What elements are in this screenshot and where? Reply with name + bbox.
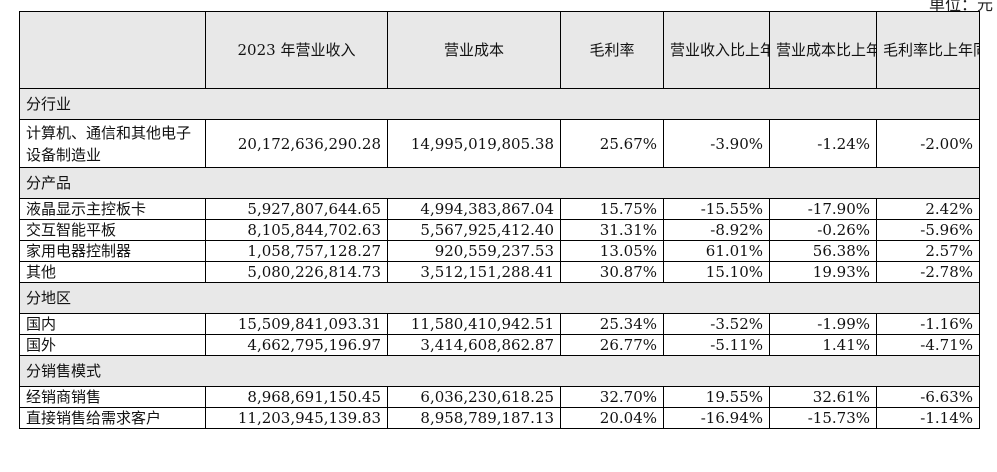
table-row: 经销商销售 8,968,691,150.45 6,036,230,618.25 32.…: [19, 386, 980, 408]
margin-change-cell: -4.71%: [876, 334, 980, 356]
revenue-cell: 5,080,226,814.73: [205, 261, 388, 283]
margin-change-cell: -2.00%: [876, 119, 980, 168]
table-row: 其他 5,080,226,814.73 3,512,151,288.41 30.87%…: [19, 261, 980, 283]
header-cell-revenue-change: 营业收入比上年同期增减: [663, 11, 770, 89]
margin-cell: 13.05%: [560, 240, 664, 262]
cost-cell: 8,958,789,187.13: [387, 407, 561, 429]
revenue-cell: 8,968,691,150.45: [205, 386, 388, 408]
header-cell-revenue: 2023 年营业收入: [205, 11, 388, 89]
margin-change-cell: -1.16%: [876, 313, 980, 335]
table-row: 计算机、通信和其他电子设备制造业 20,172,636,290.28 14,995,…: [19, 119, 980, 168]
header-cell-cost: 营业成本: [387, 11, 561, 89]
cost-cell: 3,512,151,288.41: [387, 261, 561, 283]
revenue-cell: 15,509,841,093.31: [205, 313, 388, 335]
row-label: 国内: [19, 313, 206, 335]
cost-change-cell: -17.90%: [769, 198, 877, 220]
cost-cell: 6,036,230,618.25: [387, 386, 561, 408]
table-row: 直接销售给需求客户 11,203,945,139.83 8,958,789,187.…: [19, 407, 980, 429]
margin-cell: 15.75%: [560, 198, 664, 220]
section-title: 分产品: [19, 167, 980, 199]
section-title: 分销售模式: [19, 355, 980, 387]
revenue-change-cell: 15.10%: [663, 261, 770, 283]
table-row: 交互智能平板 8,105,844,702.63 5,567,925,412.40 31…: [19, 219, 980, 241]
revenue-cell: 4,662,795,196.97: [205, 334, 388, 356]
section-row: 分地区: [19, 282, 980, 314]
revenue-cell: 1,058,757,128.27: [205, 240, 388, 262]
table-row: 国外 4,662,795,196.97 3,414,608,862.87 26.77%…: [19, 334, 980, 356]
table-row: 国内 15,509,841,093.31 11,580,410,942.51 25.3…: [19, 313, 980, 335]
section-title: 分行业: [19, 88, 980, 120]
unit-label: 单位：元: [928, 0, 993, 14]
cost-change-cell: -15.73%: [769, 407, 877, 429]
margin-change-cell: -1.14%: [876, 407, 980, 429]
row-label: 计算机、通信和其他电子设备制造业: [19, 119, 206, 168]
revenue-change-cell: 19.55%: [663, 386, 770, 408]
cost-change-cell: 32.61%: [769, 386, 877, 408]
revenue-cost-table: 2023 年营业收入 营业成本 毛利率 营业收入比上年同期增减 营业成本比上年同…: [19, 11, 980, 429]
header-cell-category: [19, 11, 206, 89]
cost-cell: 14,995,019,805.38: [387, 119, 561, 168]
margin-change-cell: -6.63%: [876, 386, 980, 408]
cost-cell: 3,414,608,862.87: [387, 334, 561, 356]
margin-change-cell: -2.78%: [876, 261, 980, 283]
row-label: 交互智能平板: [19, 219, 206, 241]
cost-change-cell: -0.26%: [769, 219, 877, 241]
cost-change-cell: 19.93%: [769, 261, 877, 283]
margin-change-cell: 2.57%: [876, 240, 980, 262]
revenue-change-cell: 61.01%: [663, 240, 770, 262]
margin-change-cell: 2.42%: [876, 198, 980, 220]
revenue-change-cell: -3.90%: [663, 119, 770, 168]
header-row: 2023 年营业收入 营业成本 毛利率 营业收入比上年同期增减 营业成本比上年同…: [19, 11, 980, 89]
revenue-cell: 20,172,636,290.28: [205, 119, 388, 168]
revenue-change-cell: -15.55%: [663, 198, 770, 220]
section-title: 分地区: [19, 282, 980, 314]
revenue-change-cell: -3.52%: [663, 313, 770, 335]
margin-cell: 30.87%: [560, 261, 664, 283]
cost-cell: 11,580,410,942.51: [387, 313, 561, 335]
table-row: 液晶显示主控板卡 5,927,807,644.65 4,994,383,867.04…: [19, 198, 980, 220]
row-label: 液晶显示主控板卡: [19, 198, 206, 220]
margin-cell: 25.67%: [560, 119, 664, 168]
margin-change-cell: -5.96%: [876, 219, 980, 241]
cost-cell: 4,994,383,867.04: [387, 198, 561, 220]
margin-cell: 20.04%: [560, 407, 664, 429]
row-label: 国外: [19, 334, 206, 356]
revenue-cell: 11,203,945,139.83: [205, 407, 388, 429]
revenue-change-cell: -5.11%: [663, 334, 770, 356]
margin-cell: 31.31%: [560, 219, 664, 241]
header-cell-margin: 毛利率: [560, 11, 664, 89]
cost-change-cell: 1.41%: [769, 334, 877, 356]
margin-cell: 25.34%: [560, 313, 664, 335]
revenue-cell: 8,105,844,702.63: [205, 219, 388, 241]
revenue-cell: 5,927,807,644.65: [205, 198, 388, 220]
row-label: 其他: [19, 261, 206, 283]
cost-cell: 5,567,925,412.40: [387, 219, 561, 241]
section-row: 分销售模式: [19, 355, 980, 387]
cost-cell: 920,559,237.53: [387, 240, 561, 262]
row-label: 家用电器控制器: [19, 240, 206, 262]
section-row: 分行业: [19, 88, 980, 120]
revenue-change-cell: -16.94%: [663, 407, 770, 429]
row-label: 经销商销售: [19, 386, 206, 408]
header-cell-cost-change: 营业成本比上年同期增减: [769, 11, 877, 89]
table-body: 2023 年营业收入 营业成本 毛利率 营业收入比上年同期增减 营业成本比上年同…: [19, 11, 980, 429]
margin-cell: 26.77%: [560, 334, 664, 356]
cost-change-cell: -1.24%: [769, 119, 877, 168]
header-cell-margin-change: 毛利率比上年同期增减: [876, 11, 980, 89]
row-label: 直接销售给需求客户: [19, 407, 206, 429]
section-row: 分产品: [19, 167, 980, 199]
table-row: 家用电器控制器 1,058,757,128.27 920,559,237.53 13.…: [19, 240, 980, 262]
cost-change-cell: 56.38%: [769, 240, 877, 262]
revenue-change-cell: -8.92%: [663, 219, 770, 241]
margin-cell: 32.70%: [560, 386, 664, 408]
cost-change-cell: -1.99%: [769, 313, 877, 335]
